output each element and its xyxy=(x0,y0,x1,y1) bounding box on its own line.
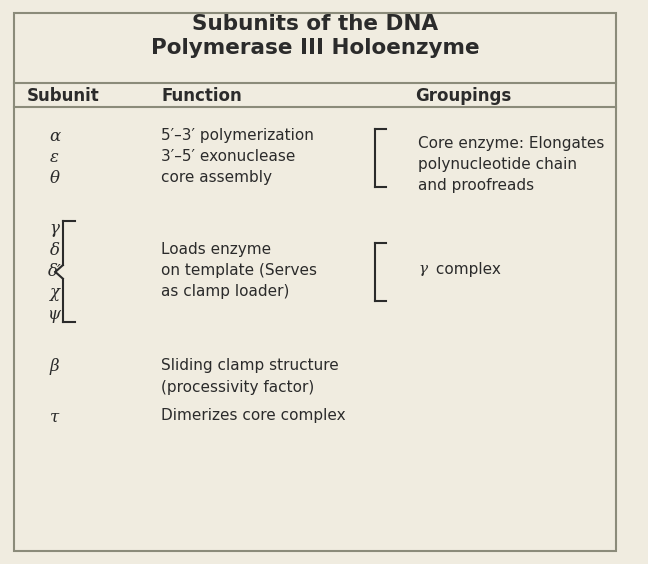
Text: γ: γ xyxy=(50,221,60,237)
Text: as clamp loader): as clamp loader) xyxy=(161,284,290,299)
Text: on template (Serves: on template (Serves xyxy=(161,263,318,278)
Text: β: β xyxy=(50,358,60,374)
Text: ε: ε xyxy=(51,149,59,166)
Text: Polymerase III Holoenzyme: Polymerase III Holoenzyme xyxy=(150,38,480,58)
Text: Subunits of the DNA: Subunits of the DNA xyxy=(192,14,438,34)
Text: Core enzyme: Elongates: Core enzyme: Elongates xyxy=(419,136,605,151)
Text: θ: θ xyxy=(50,170,60,187)
Text: δ: δ xyxy=(50,241,60,258)
Text: Loads enzyme: Loads enzyme xyxy=(161,241,272,257)
Text: complex: complex xyxy=(431,262,501,277)
Text: δ′: δ′ xyxy=(48,263,62,280)
Text: (processivity factor): (processivity factor) xyxy=(161,380,314,395)
Text: Function: Function xyxy=(161,87,242,105)
Text: 3′–5′ exonuclease: 3′–5′ exonuclease xyxy=(161,149,295,164)
Text: core assembly: core assembly xyxy=(161,170,272,186)
Text: and proofreads: and proofreads xyxy=(419,178,535,193)
Text: Sliding clamp structure: Sliding clamp structure xyxy=(161,358,339,373)
Text: χ: χ xyxy=(50,284,60,301)
Text: Subunit: Subunit xyxy=(27,87,99,105)
Text: γ: γ xyxy=(419,262,428,276)
Text: polynucleotide chain: polynucleotide chain xyxy=(419,157,577,172)
Text: ψ: ψ xyxy=(48,306,61,323)
Text: Dimerizes core complex: Dimerizes core complex xyxy=(161,408,346,423)
Text: 5′–3′ polymerization: 5′–3′ polymerization xyxy=(161,127,314,143)
Text: τ: τ xyxy=(50,408,60,425)
Text: Groupings: Groupings xyxy=(415,87,511,105)
Text: α: α xyxy=(49,127,60,144)
